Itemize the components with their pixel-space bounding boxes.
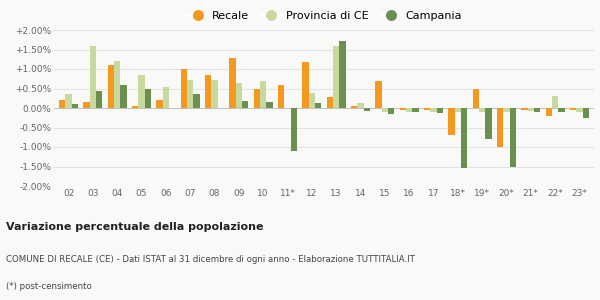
Bar <box>278 85 284 108</box>
Bar <box>236 83 242 108</box>
Bar <box>545 108 552 116</box>
Bar <box>260 81 266 108</box>
Bar <box>570 108 576 110</box>
Text: Variazione percentuale della popolazione: Variazione percentuale della popolazione <box>6 222 263 232</box>
Bar <box>497 108 503 147</box>
Bar <box>302 62 308 108</box>
Bar <box>558 108 565 112</box>
Bar <box>205 75 211 108</box>
Bar <box>72 104 78 108</box>
Bar <box>376 81 382 108</box>
Bar <box>229 58 236 108</box>
Bar <box>400 108 406 110</box>
Bar <box>308 93 315 108</box>
Bar <box>406 108 412 112</box>
Bar <box>340 41 346 108</box>
Bar <box>83 102 90 108</box>
Bar <box>430 108 437 112</box>
Bar <box>139 75 145 108</box>
Bar <box>461 108 467 168</box>
Bar <box>326 98 333 108</box>
Bar <box>521 108 527 110</box>
Bar <box>448 108 455 135</box>
Text: (*) post-censimento: (*) post-censimento <box>6 282 92 291</box>
Bar <box>65 94 72 108</box>
Text: COMUNE DI RECALE (CE) - Dati ISTAT al 31 dicembre di ogni anno - Elaborazione TU: COMUNE DI RECALE (CE) - Dati ISTAT al 31… <box>6 255 415 264</box>
Bar <box>254 88 260 108</box>
Bar <box>412 108 419 112</box>
Bar <box>364 108 370 111</box>
Bar <box>121 85 127 108</box>
Bar <box>193 94 200 108</box>
Bar <box>266 102 272 108</box>
Bar <box>485 108 491 139</box>
Bar <box>358 103 364 108</box>
Bar <box>290 108 297 151</box>
Bar <box>114 61 121 108</box>
Bar <box>90 46 96 108</box>
Bar <box>96 91 103 108</box>
Bar <box>187 80 193 108</box>
Bar <box>145 89 151 108</box>
Bar <box>424 108 430 110</box>
Bar <box>181 69 187 108</box>
Bar <box>157 100 163 108</box>
Bar <box>132 106 139 108</box>
Bar <box>552 95 558 108</box>
Bar <box>583 108 589 118</box>
Bar <box>527 108 534 111</box>
Bar <box>211 80 218 108</box>
Bar <box>576 108 583 112</box>
Bar <box>315 103 322 108</box>
Bar <box>473 88 479 108</box>
Bar <box>382 108 388 112</box>
Bar <box>242 101 248 108</box>
Bar <box>479 108 485 112</box>
Bar <box>333 46 340 108</box>
Bar <box>503 108 509 112</box>
Bar <box>108 65 114 108</box>
Bar <box>437 108 443 113</box>
Bar <box>534 108 540 112</box>
Bar <box>59 100 65 108</box>
Bar <box>509 108 516 167</box>
Bar <box>163 87 169 108</box>
Bar <box>455 108 461 112</box>
Bar <box>351 106 358 108</box>
Bar <box>388 108 394 114</box>
Legend: Recale, Provincia di CE, Campania: Recale, Provincia di CE, Campania <box>187 11 461 21</box>
